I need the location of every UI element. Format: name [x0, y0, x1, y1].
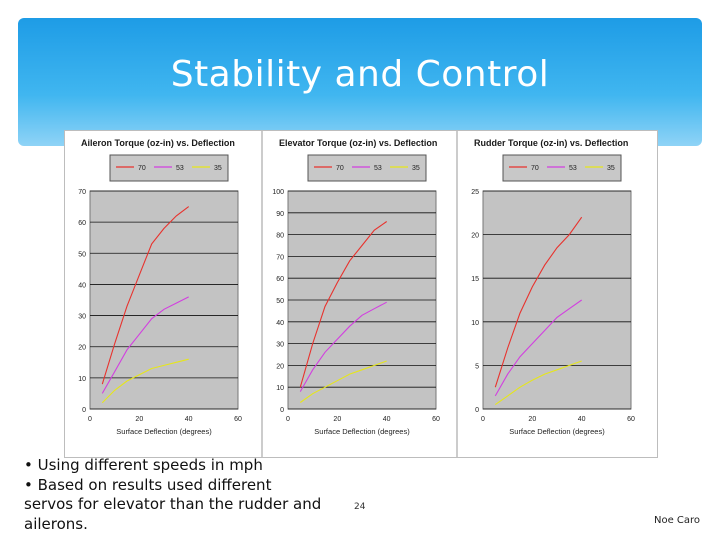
x-axis-label: Surface Deflection (degrees) [116, 427, 212, 436]
x-tick-label: 20 [135, 416, 143, 423]
legend-label: 35 [412, 165, 420, 172]
series-line-35 [101, 358, 189, 404]
legend-box [307, 154, 427, 182]
bullet-item: • Using different speeds in mph [24, 456, 263, 474]
series-line-53 [299, 301, 387, 392]
page-number: 24 [354, 502, 366, 512]
charts-panel: Aileron Torque (oz-in) vs. Deflection 70 5… [64, 130, 658, 458]
legend-box [109, 154, 229, 182]
y-tick-label: 40 [276, 320, 284, 327]
bullet-item: • Based on results used different servos… [24, 475, 322, 533]
title-banner [18, 18, 702, 146]
y-tick-label: 10 [276, 385, 284, 392]
chart-title: Elevator Torque (oz-in) vs. Deflection [279, 138, 437, 148]
legend-label: 53 [176, 165, 184, 172]
x-axis-label: Surface Deflection (degrees) [509, 427, 605, 436]
chart-title: Rudder Torque (oz-in) vs. Deflection [474, 138, 628, 148]
x-tick-label: 20 [333, 416, 341, 423]
x-tick-label: 60 [627, 416, 635, 423]
y-tick-label: 70 [276, 254, 284, 261]
bullet-list: • Using different speeds in mph • Based … [24, 456, 324, 534]
y-tick-label: 20 [78, 345, 86, 352]
y-tick-label: 50 [78, 251, 86, 258]
series-line-35 [299, 360, 387, 403]
x-tick-label: 40 [185, 416, 193, 423]
x-tick-label: 0 [481, 416, 485, 423]
x-tick-label: 0 [286, 416, 290, 423]
y-tick-label: 30 [276, 342, 284, 349]
legend-label: 53 [569, 165, 577, 172]
legend-label: 70 [138, 165, 146, 172]
y-tick-label: 20 [471, 233, 479, 240]
y-tick-label: 0 [82, 407, 86, 414]
y-tick-label: 15 [471, 276, 479, 283]
series-line-70 [494, 216, 583, 388]
y-tick-label: 40 [78, 282, 86, 289]
series-line-70 [101, 206, 190, 385]
y-tick-label: 0 [475, 407, 479, 414]
x-tick-label: 60 [432, 416, 440, 423]
y-tick-label: 0 [280, 407, 284, 414]
legend-label: 35 [607, 165, 615, 172]
legend-label: 53 [374, 165, 382, 172]
x-tick-label: 0 [88, 416, 92, 423]
y-tick-label: 100 [272, 189, 284, 196]
x-tick-label: 40 [383, 416, 391, 423]
y-tick-label: 20 [276, 363, 284, 370]
slide-title: Stability and Control [170, 54, 550, 95]
y-tick-label: 60 [78, 220, 86, 227]
y-tick-label: 80 [276, 233, 284, 240]
y-tick-label: 30 [78, 314, 86, 321]
legend-box [502, 154, 622, 182]
legend-label: 70 [531, 165, 539, 172]
plot-area [482, 190, 632, 410]
y-tick-label: 90 [276, 211, 284, 218]
y-tick-label: 5 [475, 363, 479, 370]
y-tick-label: 50 [276, 298, 284, 305]
legend-label: 35 [214, 165, 222, 172]
y-tick-label: 10 [78, 376, 86, 383]
x-tick-label: 60 [234, 416, 242, 423]
series-line-35 [494, 360, 582, 406]
legend-label: 70 [336, 165, 344, 172]
y-tick-label: 60 [276, 276, 284, 283]
series-line-70 [299, 221, 388, 388]
author-name: Noe Caro [654, 515, 701, 526]
y-tick-label: 10 [471, 320, 479, 327]
y-tick-label: 70 [78, 189, 86, 196]
series-line-53 [101, 296, 189, 394]
y-tick-label: 25 [471, 189, 479, 196]
x-tick-label: 40 [578, 416, 586, 423]
series-line-53 [494, 299, 583, 397]
charts-svg: Aileron Torque (oz-in) vs. Deflection 70 5… [78, 131, 635, 457]
x-tick-label: 20 [528, 416, 536, 423]
x-axis-label: Surface Deflection (degrees) [314, 427, 410, 436]
chart-title: Aileron Torque (oz-in) vs. Deflection [81, 138, 235, 148]
